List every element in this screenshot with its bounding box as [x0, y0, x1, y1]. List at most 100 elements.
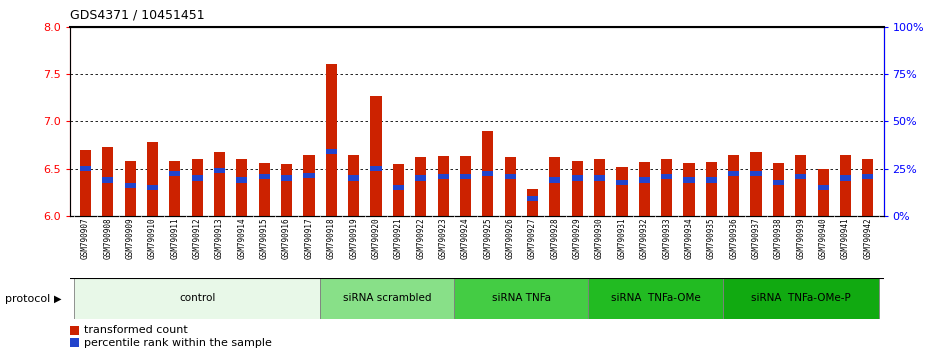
Text: GSM790926: GSM790926 — [506, 218, 514, 259]
Text: GSM790931: GSM790931 — [618, 218, 627, 259]
Bar — [728, 171, 739, 176]
Bar — [840, 155, 851, 216]
Text: GSM790908: GSM790908 — [103, 218, 113, 259]
Bar — [773, 180, 784, 185]
Bar — [74, 278, 320, 319]
Bar — [572, 176, 583, 181]
Bar — [454, 278, 589, 319]
Bar — [102, 147, 113, 216]
Bar — [147, 142, 158, 216]
Bar — [661, 159, 672, 216]
Bar — [214, 153, 225, 216]
Bar — [505, 157, 516, 216]
Bar — [862, 159, 873, 216]
Text: GSM790932: GSM790932 — [640, 218, 649, 259]
Bar — [392, 185, 404, 190]
Bar — [281, 164, 292, 216]
Bar — [415, 157, 426, 216]
Text: GSM790933: GSM790933 — [662, 218, 671, 259]
Text: GSM790928: GSM790928 — [551, 218, 559, 259]
Text: GSM790916: GSM790916 — [282, 218, 291, 259]
Bar — [437, 173, 448, 179]
Bar — [840, 176, 851, 181]
Bar — [550, 157, 561, 216]
Bar — [572, 161, 583, 216]
Text: GSM790920: GSM790920 — [371, 218, 380, 259]
Bar — [684, 177, 695, 183]
Text: siRNA scrambled: siRNA scrambled — [343, 293, 432, 303]
Text: GSM790912: GSM790912 — [193, 218, 202, 259]
Bar — [392, 164, 404, 216]
Text: ▶: ▶ — [54, 294, 61, 304]
Text: GSM790938: GSM790938 — [774, 218, 783, 259]
Bar — [751, 152, 762, 216]
Bar — [617, 167, 628, 216]
Bar — [817, 185, 829, 190]
Text: GSM790923: GSM790923 — [439, 218, 447, 259]
Text: GSM790941: GSM790941 — [841, 218, 850, 259]
Text: GSM790927: GSM790927 — [528, 218, 537, 259]
Bar — [370, 166, 381, 171]
Bar — [320, 278, 454, 319]
Bar — [259, 173, 270, 179]
Bar — [723, 278, 879, 319]
Text: GSM790914: GSM790914 — [237, 218, 246, 259]
Bar — [639, 177, 650, 183]
Bar — [348, 155, 359, 216]
Text: GSM790909: GSM790909 — [126, 218, 135, 259]
Text: GSM790936: GSM790936 — [729, 218, 738, 259]
Bar — [527, 196, 538, 201]
Bar — [192, 159, 203, 216]
Bar — [192, 176, 203, 181]
Text: percentile rank within the sample: percentile rank within the sample — [84, 338, 272, 348]
Bar — [348, 176, 359, 181]
Bar — [706, 162, 717, 216]
Text: GSM790921: GSM790921 — [394, 218, 403, 259]
Bar — [236, 159, 247, 216]
Text: GSM790929: GSM790929 — [573, 218, 582, 259]
Text: GSM790939: GSM790939 — [796, 218, 805, 259]
Bar — [125, 183, 136, 188]
Bar — [773, 163, 784, 216]
Text: GSM790925: GSM790925 — [484, 218, 492, 259]
Bar — [169, 171, 180, 176]
Text: GSM790937: GSM790937 — [751, 218, 761, 259]
Bar — [80, 150, 91, 216]
Text: GDS4371 / 10451451: GDS4371 / 10451451 — [70, 9, 205, 22]
Text: transformed count: transformed count — [84, 325, 188, 335]
Bar — [751, 171, 762, 176]
Text: GSM790930: GSM790930 — [595, 218, 604, 259]
Bar — [661, 173, 672, 179]
Bar — [102, 177, 113, 183]
Bar — [483, 131, 494, 216]
Bar — [817, 169, 829, 216]
Bar — [125, 161, 136, 216]
Bar — [415, 176, 426, 181]
Bar — [483, 171, 494, 176]
Text: GSM790910: GSM790910 — [148, 218, 157, 259]
Bar — [326, 64, 337, 216]
Bar — [326, 149, 337, 154]
Bar — [281, 176, 292, 181]
Bar — [589, 278, 723, 319]
Text: GSM790918: GSM790918 — [326, 218, 336, 259]
Bar — [236, 177, 247, 183]
Bar — [303, 155, 314, 216]
Text: GSM790922: GSM790922 — [417, 218, 425, 259]
Bar — [617, 180, 628, 185]
Bar — [505, 173, 516, 179]
Text: siRNA  TNFa-OMe-P: siRNA TNFa-OMe-P — [751, 293, 851, 303]
Text: GSM790935: GSM790935 — [707, 218, 716, 259]
Bar — [594, 159, 605, 216]
Text: GSM790940: GSM790940 — [818, 218, 828, 259]
Text: GSM790911: GSM790911 — [170, 218, 179, 259]
Bar — [795, 173, 806, 179]
Bar — [459, 156, 471, 216]
Text: GSM790913: GSM790913 — [215, 218, 224, 259]
Bar — [303, 173, 314, 178]
Bar — [80, 166, 91, 171]
Bar — [147, 185, 158, 190]
Text: GSM790907: GSM790907 — [81, 218, 90, 259]
Text: GSM790934: GSM790934 — [684, 218, 694, 259]
Text: GSM790942: GSM790942 — [863, 218, 872, 259]
